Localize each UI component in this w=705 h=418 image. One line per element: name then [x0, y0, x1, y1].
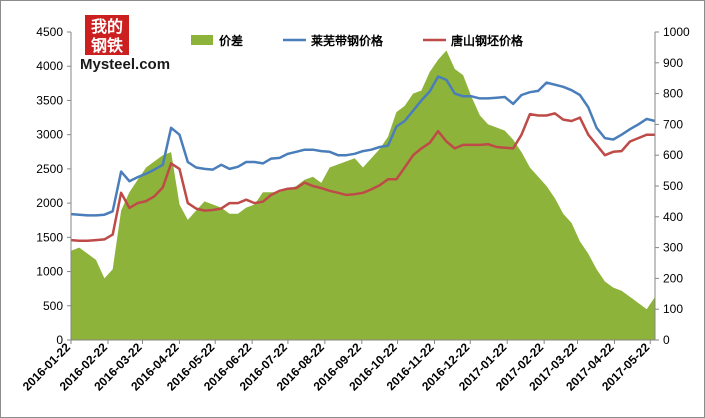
tangshan-billet-price-line — [70, 112, 655, 243]
axes: 0 500 1000 1500 2000 2500 3000 3500 4000 4500 0 100… — [20, 25, 690, 394]
laiwu-strip-price-line — [70, 75, 656, 217]
left-tick-label: 2000 — [36, 196, 63, 210]
right-tick-label: 900 — [663, 56, 683, 70]
right-tick-label: 0 — [663, 333, 670, 347]
left-tick-label: 1500 — [36, 230, 63, 244]
right-tick-label: 100 — [663, 302, 683, 316]
left-tick-label: 500 — [43, 299, 63, 313]
mysteel-logo: 我的 钢铁 Mysteel.com — [79, 13, 170, 73]
plot-area — [70, 50, 656, 340]
spread-area — [71, 50, 655, 340]
left-tick-label: 4500 — [36, 25, 63, 39]
left-tick-label: 3000 — [36, 128, 63, 142]
legend: 价差 莱芜带钢价格 唐山钢坯价格 — [191, 33, 524, 48]
right-tick-label: 300 — [663, 241, 683, 255]
left-tick-label: 3500 — [36, 93, 63, 107]
logo-cn-line2: 钢铁 — [91, 36, 123, 55]
right-tick-label: 1000 — [663, 25, 690, 39]
left-tick-label: 2500 — [36, 162, 63, 176]
legend-label-tangshan: 唐山钢坯价格 — [451, 33, 524, 48]
legend-swatch-spread — [191, 35, 213, 45]
right-tick-label: 200 — [663, 271, 683, 285]
right-tick-label: 700 — [663, 117, 683, 131]
legend-label-spread: 价差 — [219, 33, 243, 48]
legend-label-laiwu: 莱芜带钢价格 — [311, 33, 384, 48]
left-tick-label: 1000 — [36, 265, 63, 279]
left-tick-label: 4000 — [36, 59, 63, 73]
logo-cn-line1: 我的 — [91, 17, 123, 36]
right-tick-label: 800 — [663, 87, 683, 101]
right-tick-label: 500 — [663, 179, 683, 193]
right-tick-label: 400 — [663, 210, 683, 224]
left-tick-label: 0 — [56, 333, 63, 347]
logo-wordmark: Mysteel.com — [80, 56, 170, 73]
right-tick-label: 600 — [663, 148, 683, 162]
